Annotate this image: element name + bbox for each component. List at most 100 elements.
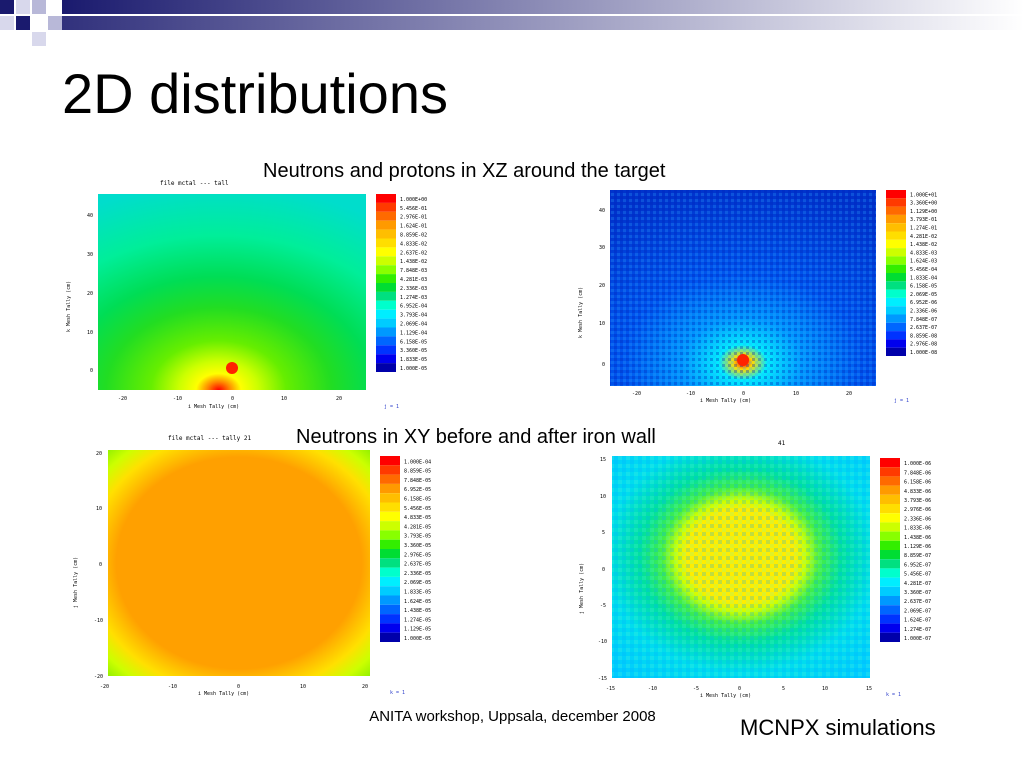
xy-before-ytick: -10 [94, 618, 103, 624]
legend-swatch [886, 297, 906, 307]
legend-swatch [886, 214, 906, 224]
footer-event: ANITA workshop, Uppsala, december 2008 [369, 708, 656, 725]
legend-swatch [376, 318, 396, 328]
legend-swatch [380, 576, 400, 587]
legend-value: 3.793E-01 [910, 217, 937, 223]
legend-value: 6.952E-06 [910, 300, 937, 306]
xz-neutrons-heatmap [98, 194, 366, 390]
plot-xz-protons: 40 30 20 10 0 -20 -10 0 10 20 i Mesh Tal… [566, 178, 966, 418]
legend-swatch [880, 559, 900, 569]
xy-after-xtick: 0 [738, 686, 741, 692]
xz-protons-noise [610, 190, 876, 386]
legend-swatch [380, 493, 400, 503]
footer-topic: MCNPX simulations [740, 715, 936, 740]
legend-swatch [886, 264, 906, 273]
legend-swatch [880, 632, 900, 642]
legend-value: 4.833E-05 [404, 515, 431, 521]
xz-protons-ytick: 40 [599, 208, 605, 214]
legend-swatch [380, 632, 400, 642]
xy-before-heatmap [108, 450, 370, 676]
legend-value: 2.637E-02 [400, 250, 427, 256]
legend-swatch [380, 549, 400, 559]
legend-value: 8.859E-02 [400, 233, 427, 239]
legend-swatch [376, 300, 396, 310]
xy-before-xtick: -10 [168, 684, 177, 690]
xy-after-xlabel: i Mesh Tally (cm) [700, 693, 751, 699]
legend-swatch [376, 247, 396, 257]
xy-before-header: file mctal --- tally 21 [168, 435, 251, 442]
legend-value: 6.158E-05 [404, 497, 431, 503]
xz-neutrons-hotspot [226, 362, 238, 374]
legend-value: 3.793E-04 [400, 313, 427, 319]
legend-value: 2.976E-01 [400, 215, 427, 221]
xz-protons-ytick: 20 [599, 283, 605, 289]
legend-swatch [880, 531, 900, 541]
plot-xy-after: 41 15 10 5 0 -5 -10 -15 -15 -10 -5 0 5 1… [566, 436, 966, 700]
legend-value: 2.637E-07 [904, 599, 931, 605]
legend-value: 2.336E-06 [904, 516, 931, 522]
xz-protons-xtick: 10 [793, 391, 799, 397]
xy-before-xtick: 20 [362, 684, 368, 690]
legend-value: 1.438E-06 [904, 535, 931, 541]
legend-swatch [886, 256, 906, 265]
legend-swatch [380, 614, 400, 624]
legend-swatch [886, 314, 906, 323]
legend-value: 4.281E-03 [400, 277, 427, 283]
legend-swatch [886, 223, 906, 232]
legend-value: 1.129E-05 [404, 627, 431, 633]
xz-neutrons-ytick: 20 [87, 291, 93, 297]
xz-protons-ytick: 0 [602, 362, 605, 368]
xy-before-ytick: 10 [96, 506, 102, 512]
legend-swatch [380, 465, 400, 475]
xy-after-corner: k = 1 [886, 692, 901, 698]
legend-swatch [376, 211, 396, 221]
xz-neutrons-xtick: -10 [173, 396, 182, 402]
xy-after-xtick: -10 [648, 686, 657, 692]
legend-value: 2.336E-06 [910, 309, 937, 315]
xz-protons-ytick: 10 [599, 321, 605, 327]
xy-before-ytick: 0 [99, 562, 102, 568]
legend-swatch [376, 274, 396, 283]
legend-value: 4.281E-07 [904, 581, 931, 587]
legend-value: 1.129E-04 [400, 330, 427, 336]
legend-swatch [886, 331, 906, 340]
legend-swatch [880, 605, 900, 615]
legend-value: 8.859E-07 [904, 553, 931, 559]
legend-swatch [380, 539, 400, 549]
legend-value: 1.274E-07 [904, 627, 931, 633]
legend-value: 1.624E-05 [404, 599, 431, 605]
legend-value: 6.952E-04 [400, 304, 427, 310]
legend-value: 7.848E-07 [910, 317, 937, 323]
legend-value: 2.336E-05 [404, 571, 431, 577]
legend-value: 6.158E-06 [904, 480, 931, 486]
legend-swatch [380, 483, 400, 494]
xy-after-ylabel: j Mesh Tally (cm) [579, 563, 585, 614]
legend-value: 1.000E-06 [904, 461, 931, 467]
xy-before-ylabel: j Mesh Tally (cm) [73, 557, 79, 608]
legend-swatch [376, 265, 396, 275]
legend-value: 4.281E-05 [404, 524, 431, 530]
legend-swatch [376, 229, 396, 239]
legend-swatch [376, 256, 396, 266]
legend-swatch [376, 283, 396, 292]
legend-value: 1.000E-07 [904, 636, 931, 642]
legend-value: 1.000E+00 [400, 197, 427, 203]
legend-swatch [376, 202, 396, 212]
legend-swatch [886, 347, 906, 356]
legend-value: 2.069E-07 [904, 608, 931, 614]
legend-swatch [886, 190, 906, 199]
legend-swatch [376, 194, 396, 203]
legend-value: 7.848E-06 [904, 470, 931, 476]
xz-neutrons-ytick: 10 [87, 330, 93, 336]
legend-swatch [886, 231, 906, 240]
xz-protons-figure: 40 30 20 10 0 -20 -10 0 10 20 i Mesh Tal… [578, 190, 937, 404]
legend-swatch [880, 623, 900, 633]
xy-before-xtick: 0 [237, 684, 240, 690]
legend-value: 4.281E-02 [910, 234, 937, 240]
legend-value: 1.129E-06 [904, 544, 931, 550]
legend-value: 6.952E-07 [904, 562, 931, 568]
legend-value: 5.456E-05 [404, 506, 431, 512]
xz-protons-ylabel: k Mesh Tally (cm) [578, 287, 584, 338]
legend-value: 2.976E-05 [404, 552, 431, 558]
legend-value: 1.438E-02 [910, 242, 937, 248]
